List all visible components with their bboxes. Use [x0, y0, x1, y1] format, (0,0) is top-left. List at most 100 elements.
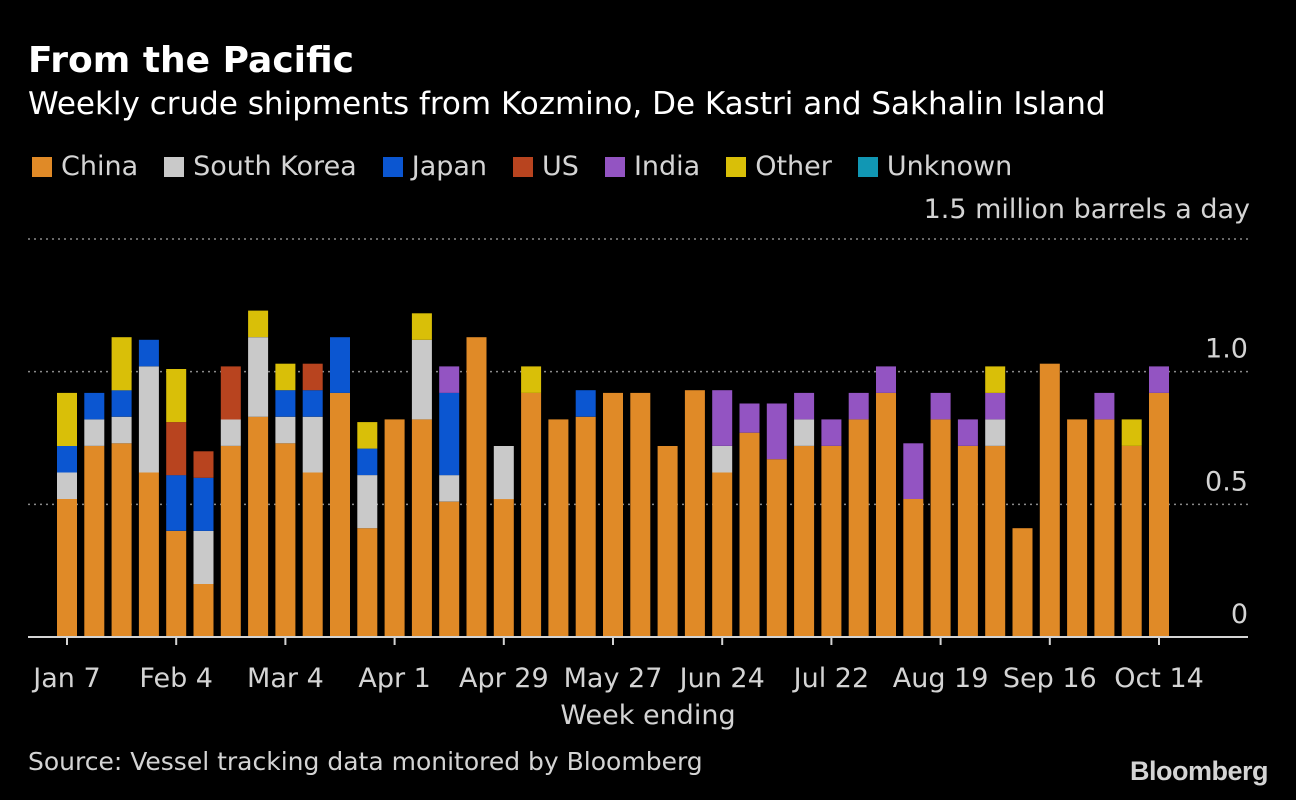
- x-tick-label: Sep 16: [1003, 663, 1097, 694]
- bar-feb-18-us: [220, 366, 241, 420]
- bar-mar-25-other: [357, 422, 378, 449]
- bar-jun-3-china: [630, 392, 651, 637]
- bar-may-20-japan: [575, 390, 596, 417]
- unit-label: 1.5 million barrels a day: [923, 194, 1250, 225]
- x-tick-label: Jun 24: [678, 663, 765, 694]
- legend-label-china: China: [61, 151, 139, 182]
- bar-aug-12-india: [903, 443, 924, 499]
- bar-jan-7-south-korea: [57, 472, 77, 499]
- bar-mar-4-japan: [275, 390, 296, 417]
- bar-sep-30-china: [1094, 419, 1115, 637]
- legend-label-india: India: [633, 151, 701, 182]
- bar-sep-9-china: [1012, 528, 1033, 637]
- bar-feb-4-china: [166, 530, 187, 637]
- bar-jul-8-india: [766, 403, 787, 460]
- bar-aug-19-china: [930, 419, 951, 637]
- x-tick-label: Feb 4: [139, 663, 213, 694]
- bar-aug-19-india: [930, 392, 951, 420]
- bar-jul-29-india: [848, 392, 869, 420]
- bar-jan-21-south-korea: [111, 416, 132, 444]
- bar-jan-14-china: [84, 446, 105, 637]
- bar-oct-7-other: [1121, 419, 1142, 446]
- bar-jul-15-south-korea: [794, 419, 815, 446]
- bar-oct-7-china: [1121, 446, 1142, 637]
- bar-jan-7-china: [57, 499, 77, 637]
- legend-swatch-us: [513, 156, 534, 177]
- x-tick-label: Apr 29: [459, 663, 549, 694]
- bar-apr-1-china: [384, 419, 405, 637]
- bar-may-27-china: [603, 392, 623, 637]
- legend-label-us: US: [542, 151, 579, 182]
- y-tick-label: 1.0: [1205, 334, 1248, 365]
- bar-jun-24-china: [712, 472, 733, 637]
- bar-mar-25-japan: [357, 448, 378, 476]
- bar-mar-4-other: [275, 363, 296, 391]
- bar-sep-2-india: [985, 392, 1006, 420]
- bar-jan-28-japan: [138, 339, 159, 367]
- bar-jan-14-south-korea: [84, 419, 105, 446]
- x-tick-label: Jan 7: [31, 663, 100, 694]
- bar-aug-26-india: [957, 419, 978, 446]
- x-tick-label: Oct 14: [1114, 663, 1204, 694]
- legend-item-other: Other: [726, 151, 832, 182]
- chart-title: From the Pacific: [28, 40, 355, 81]
- bar-feb-4-us: [166, 422, 187, 476]
- bar-jan-28-south-korea: [138, 366, 159, 473]
- x-tick-label: Apr 1: [358, 663, 430, 694]
- chart-subtitle: Weekly crude shipments from Kozmino, De …: [28, 86, 1106, 122]
- legend-item-unknown: Unknown: [857, 151, 1013, 182]
- bar-may-6-other: [521, 366, 542, 393]
- bar-mar-18-china: [330, 392, 350, 637]
- x-axis-title: Week ending: [560, 700, 736, 731]
- legend-item-us: US: [513, 151, 579, 182]
- x-tick-label: Jul 22: [792, 663, 870, 694]
- legend-label-other: Other: [755, 151, 832, 182]
- x-tick-label: Aug 19: [893, 663, 989, 694]
- bar-apr-29-south-korea: [493, 446, 514, 500]
- source-note: Source: Vessel tracking data monitored b…: [28, 747, 703, 776]
- bar-jun-10-china: [657, 446, 678, 637]
- bar-apr-8-china: [411, 419, 432, 637]
- legend-swatch-india: [604, 156, 625, 177]
- bar-jul-29-china: [848, 419, 869, 637]
- bar-jul-1-china: [739, 432, 760, 637]
- bar-sep-16-china: [1039, 363, 1060, 637]
- bar-feb-4-japan: [166, 475, 187, 531]
- legend-swatch-south-korea: [164, 156, 185, 177]
- bar-jul-22-china: [821, 446, 842, 637]
- bar-apr-15-india: [439, 366, 460, 393]
- legend-item-south-korea: South Korea: [164, 151, 357, 182]
- bar-mar-25-south-korea: [357, 475, 378, 529]
- bar-jul-15-china: [794, 446, 815, 637]
- bar-jun-24-south-korea: [712, 446, 733, 473]
- bar-jul-15-india: [794, 392, 815, 420]
- bar-jul-1-india: [739, 403, 760, 433]
- y-tick-label: 0.5: [1205, 466, 1248, 497]
- bar-feb-18-china: [220, 446, 241, 637]
- bar-sep-30-india: [1094, 392, 1115, 420]
- bar-mar-11-japan: [302, 390, 323, 417]
- bar-apr-15-south-korea: [439, 475, 460, 502]
- bar-sep-2-china: [985, 446, 1006, 637]
- legend-swatch-unknown: [857, 156, 878, 177]
- bar-apr-29-china: [493, 499, 514, 637]
- bar-mar-11-us: [302, 363, 323, 391]
- legend: China South Korea Japan US India Other U…: [32, 151, 1012, 182]
- bar-jul-22-india: [821, 419, 842, 446]
- bar-may-6-china: [521, 392, 542, 637]
- x-tick-label: Mar 4: [247, 663, 324, 694]
- bar-feb-11-japan: [193, 477, 214, 531]
- bar-feb-11-south-korea: [193, 530, 214, 584]
- bar-feb-18-south-korea: [220, 419, 241, 446]
- bar-apr-8-other: [411, 313, 432, 340]
- y-tick-label: 0: [1231, 599, 1248, 630]
- bar-aug-12-china: [903, 499, 924, 637]
- bar-may-13-china: [548, 419, 569, 637]
- legend-item-japan: Japan: [382, 151, 487, 182]
- bar-mar-11-china: [302, 472, 323, 637]
- bar-sep-2-south-korea: [985, 419, 1006, 446]
- legend-label-unknown: Unknown: [886, 151, 1013, 182]
- bar-apr-22-china: [466, 337, 487, 637]
- bar-feb-11-us: [193, 451, 214, 478]
